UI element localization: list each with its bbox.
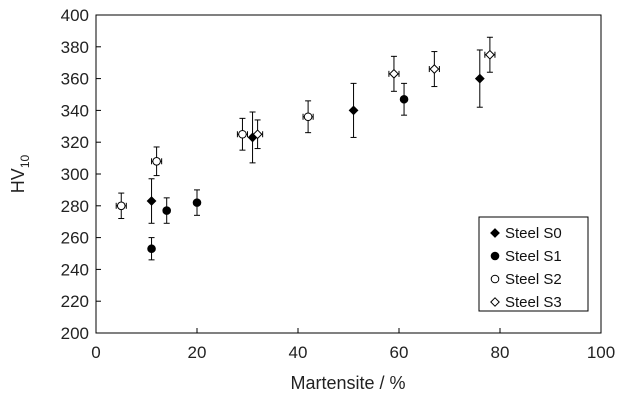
legend-marker: [490, 297, 500, 307]
y-tick-label: 340: [61, 101, 89, 120]
data-point-marker: [474, 73, 485, 84]
data-point: [474, 49, 485, 108]
x-tick-label: 20: [188, 343, 207, 362]
data-point-marker: [152, 156, 161, 166]
data-point: [147, 237, 156, 261]
x-axis-title: Martensite / %: [290, 373, 405, 393]
y-tick-label: 200: [61, 324, 89, 343]
y-tick-label: 260: [61, 229, 89, 248]
legend-label: Steel S1: [505, 248, 562, 265]
data-point-marker: [429, 64, 440, 74]
legend-marker: [490, 274, 500, 284]
legend-entry: Steel S0: [490, 225, 562, 242]
data-point-marker: [192, 198, 202, 207]
series-steel-s3: [252, 36, 496, 150]
legend: Steel S0 Steel S1 Steel S2 Steel S3: [478, 216, 589, 312]
data-point: [146, 178, 157, 224]
legend-marker: [490, 228, 500, 238]
y-axis-title-main: HV: [8, 168, 28, 193]
y-tick-label: 400: [61, 6, 89, 25]
data-point: [162, 197, 171, 224]
data-point-marker: [116, 201, 126, 211]
legend-marker: [490, 251, 500, 261]
x-tick-label: 40: [289, 343, 308, 362]
data-point-marker: [147, 244, 156, 254]
data-point-marker: [484, 49, 495, 60]
data-point: [348, 82, 359, 138]
data-point: [399, 82, 409, 116]
data-point-marker: [146, 196, 157, 206]
data-point: [252, 119, 264, 150]
y-tick-label: 220: [61, 292, 89, 311]
legend-label: Steel S2: [505, 271, 562, 288]
data-point: [302, 100, 314, 134]
data-point: [151, 146, 163, 177]
data-point-marker: [348, 105, 359, 116]
series-steel-s1: [147, 82, 409, 261]
series-steel-s0: [146, 49, 485, 224]
y-tick-label: 280: [61, 197, 89, 216]
data-point: [428, 51, 440, 88]
legend-label: Steel S0: [505, 225, 562, 242]
y-tick-label: 240: [61, 260, 89, 279]
data-point-marker: [389, 68, 399, 79]
x-tick-label: 80: [491, 343, 510, 362]
legend-label: Steel S3: [505, 294, 562, 311]
data-point: [236, 117, 248, 151]
data-point-marker: [162, 206, 171, 215]
data-point: [115, 192, 127, 220]
y-axis-title: HV10: [8, 154, 32, 193]
data-point: [484, 36, 496, 73]
data-point: [192, 189, 202, 216]
legend-entry: Steel S3: [490, 294, 562, 311]
x-tick-label: 100: [587, 343, 615, 362]
data-point-marker: [252, 129, 263, 140]
data-point: [388, 55, 400, 92]
data-series: [115, 36, 496, 261]
y-tick-label: 380: [61, 38, 89, 57]
y-tick-label: 360: [61, 70, 89, 89]
series-steel-s2: [115, 100, 314, 220]
x-tick-label: 0: [91, 343, 100, 362]
y-axis: 200 220 240 260 280 300 320 340 360 380 400: [61, 6, 101, 343]
legend-entry: Steel S2: [490, 271, 562, 288]
data-point-marker: [238, 129, 247, 139]
y-tick-label: 320: [61, 133, 89, 152]
y-axis-title-subscript: 10: [18, 154, 32, 168]
data-point-marker: [399, 94, 409, 104]
legend-entry: Steel S1: [490, 248, 562, 265]
data-point-marker: [303, 112, 313, 122]
y-tick-label: 300: [61, 165, 89, 184]
x-tick-label: 60: [390, 343, 409, 362]
x-axis: 0 20 40 60 80 100: [91, 328, 615, 362]
legend-items: Steel S0 Steel S1 Steel S2 Steel S3: [490, 225, 562, 311]
